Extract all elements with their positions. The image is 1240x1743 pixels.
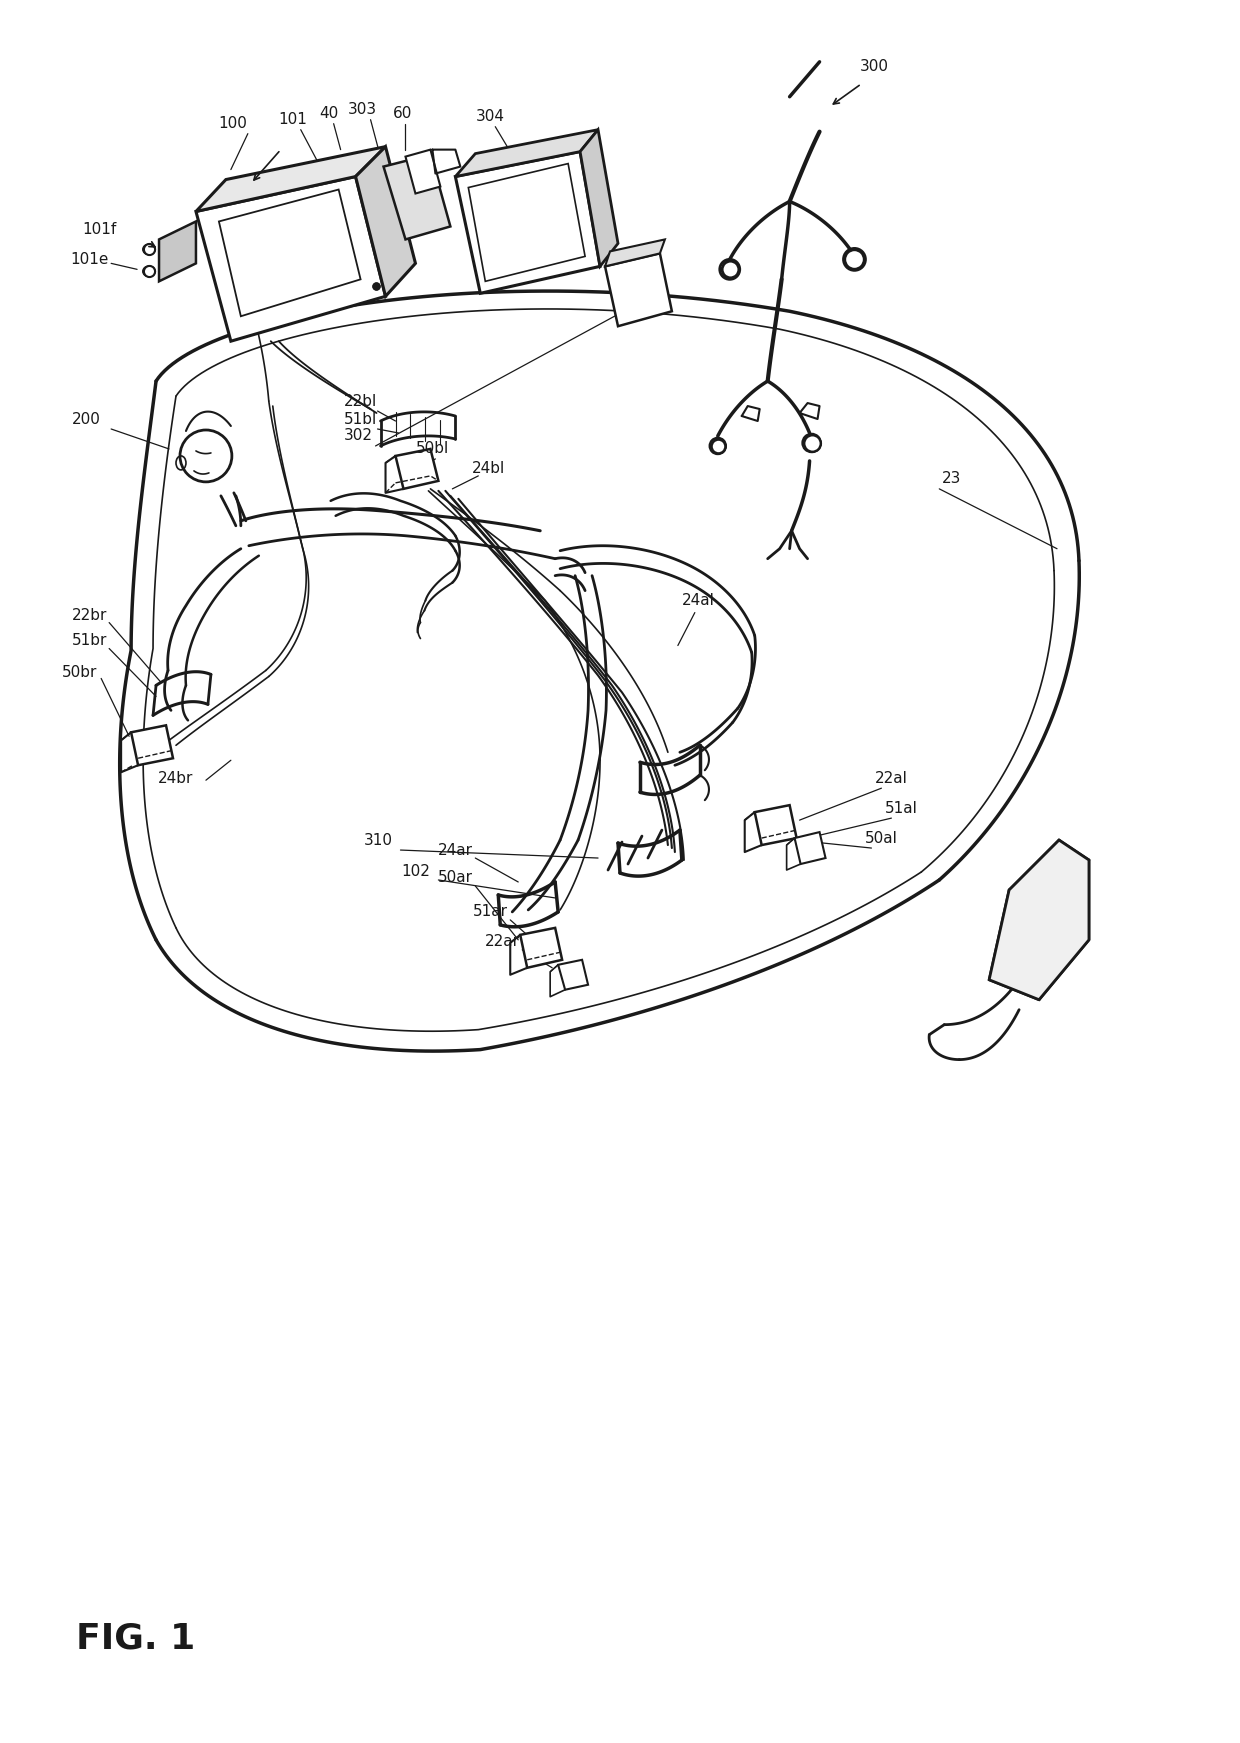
Polygon shape [605,253,672,326]
Text: 304: 304 [476,110,505,124]
Polygon shape [558,960,588,990]
Text: 102: 102 [401,865,430,880]
Text: 60: 60 [393,106,412,122]
Text: 51ar: 51ar [472,905,508,919]
Text: 302: 302 [343,429,373,443]
Text: FIG. 1: FIG. 1 [76,1621,196,1656]
Text: 101f: 101f [82,221,117,237]
Text: 51bl: 51bl [343,411,377,427]
Text: 22br: 22br [72,608,107,622]
Polygon shape [383,155,450,239]
Text: 40: 40 [319,106,339,122]
Text: 22bl: 22bl [343,394,377,408]
Text: 101e: 101e [71,253,109,267]
Text: 24al: 24al [682,593,714,608]
Text: 23: 23 [941,471,961,486]
Text: 51br: 51br [72,633,107,648]
Text: 310: 310 [365,833,393,847]
Text: 303: 303 [348,103,377,117]
Polygon shape [455,129,598,176]
Text: 24ar: 24ar [438,842,472,858]
Polygon shape [469,164,585,281]
Polygon shape [405,150,440,193]
Text: 22al: 22al [875,770,908,786]
Text: 50al: 50al [866,831,898,845]
Text: 100: 100 [218,117,247,131]
Text: 22ar: 22ar [485,934,520,950]
Text: 24br: 24br [159,770,193,786]
Polygon shape [356,146,415,296]
Polygon shape [605,239,665,267]
Text: 50ar: 50ar [438,870,472,885]
Text: 200: 200 [72,411,100,427]
Polygon shape [755,805,796,845]
Polygon shape [396,450,439,488]
Polygon shape [196,146,386,211]
Polygon shape [580,129,618,267]
Polygon shape [795,831,826,865]
Text: 24bl: 24bl [471,462,505,476]
Text: 51al: 51al [885,800,918,816]
Polygon shape [521,927,562,967]
Text: 50br: 50br [62,664,97,680]
Text: 101: 101 [278,112,308,127]
Polygon shape [131,725,174,765]
Text: 300: 300 [859,59,889,75]
Polygon shape [219,190,361,315]
Polygon shape [990,840,1089,1000]
Polygon shape [455,152,600,293]
Polygon shape [196,176,386,342]
Text: 50bl: 50bl [415,441,449,457]
Polygon shape [159,221,196,281]
